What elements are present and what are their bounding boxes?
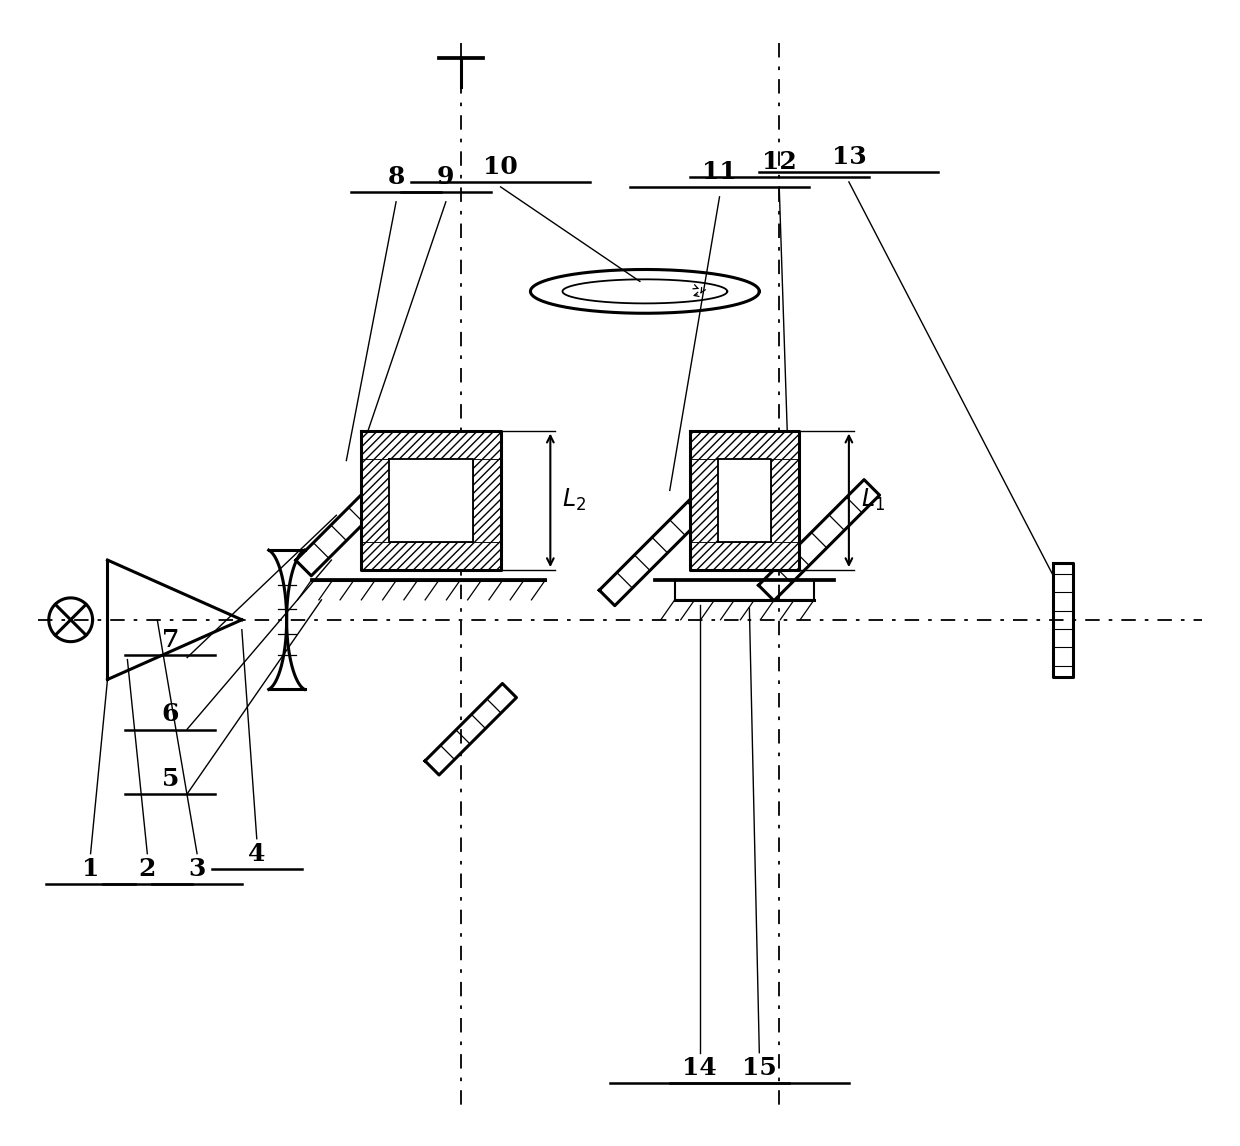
Text: 13: 13 [832, 146, 867, 168]
Text: 15: 15 [742, 1055, 776, 1080]
Text: $L_1$: $L_1$ [861, 487, 885, 513]
Text: 11: 11 [702, 160, 737, 185]
Text: 3: 3 [188, 856, 206, 880]
Bar [718, 458, 771, 542]
Text: 14: 14 [682, 1055, 717, 1080]
Text: 9: 9 [436, 165, 455, 189]
Text: 6: 6 [161, 702, 179, 727]
Bar [689, 431, 799, 570]
Text: 2: 2 [139, 856, 156, 880]
Text: 5: 5 [161, 767, 179, 791]
Bar [389, 458, 472, 542]
Text: 7: 7 [161, 628, 179, 652]
Text: $L_2$: $L_2$ [562, 487, 587, 513]
Text: 1: 1 [82, 856, 99, 880]
Text: 12: 12 [761, 150, 796, 174]
Text: 8: 8 [387, 165, 404, 189]
Text: 10: 10 [484, 155, 518, 179]
Bar [361, 431, 501, 570]
Text: 4: 4 [248, 841, 265, 865]
